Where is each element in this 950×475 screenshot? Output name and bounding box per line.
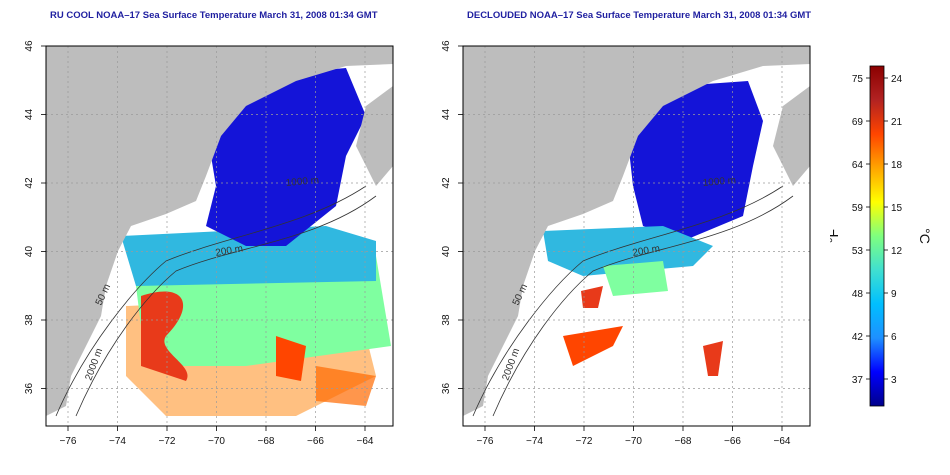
bathymetry-contour	[492, 195, 794, 417]
warm-eddy	[703, 341, 723, 376]
celsius-tick-label: 15	[891, 203, 903, 214]
y-tick-label: 46	[441, 40, 452, 52]
y-tick-label: 44	[441, 109, 452, 121]
warm-patch	[581, 286, 603, 308]
warm-filament	[563, 326, 623, 366]
cold-gulf-of-maine	[206, 68, 366, 246]
x-tick-label: −72	[576, 436, 593, 447]
shelf-band	[543, 226, 713, 276]
y-tick-label: 36	[24, 383, 35, 395]
cold-gulf-of-maine	[628, 81, 763, 241]
x-tick-label: −64	[774, 436, 791, 447]
contour-label: 1000 m	[702, 175, 736, 189]
warm-eddy-east	[316, 366, 376, 406]
x-tick-label: −74	[109, 436, 126, 447]
celsius-tick-label: 18	[891, 160, 903, 171]
sst-layer	[121, 68, 391, 416]
bathymetry-contour	[55, 185, 367, 417]
x-tick-label: −70	[625, 436, 642, 447]
fahrenheit-unit-label: °F	[830, 229, 841, 243]
x-tick-label: −74	[526, 436, 543, 447]
left-panel-title: RU COOL NOAA–17 Sea Surface Temperature …	[50, 10, 378, 21]
y-tick-label: 38	[24, 314, 35, 326]
y-tick-label: 42	[24, 177, 35, 189]
sst-layer	[543, 81, 763, 376]
plot-frame	[462, 45, 811, 427]
fahrenheit-tick-label: 75	[852, 74, 864, 85]
celsius-tick-label: 3	[891, 375, 897, 386]
x-tick-label: −66	[307, 436, 324, 447]
plot-frame	[45, 45, 394, 427]
land-mass	[463, 46, 810, 416]
celsius-unit-label: °C	[917, 228, 933, 244]
contour-label: 200 m	[632, 243, 661, 259]
warm-eddy	[276, 336, 306, 381]
x-tick-label: −66	[724, 436, 741, 447]
fahrenheit-tick-label: 42	[852, 332, 864, 343]
x-tick-label: −76	[477, 436, 494, 447]
bathymetry-contour	[75, 195, 377, 417]
fahrenheit-tick-label: 37	[852, 375, 864, 386]
fahrenheit-tick-label: 59	[852, 203, 864, 214]
shelf-band	[121, 226, 376, 286]
gulf-stream-warm	[141, 291, 188, 381]
y-tick-label: 40	[24, 246, 35, 258]
x-tick-label: −68	[258, 436, 275, 447]
right-panel-title: DECLOUDED NOAA–17 Sea Surface Temperatur…	[467, 10, 812, 21]
y-tick-label: 42	[441, 177, 452, 189]
y-tick-label: 44	[24, 109, 35, 121]
contour-label: 200 m	[215, 243, 244, 259]
colorbar-gradient	[869, 65, 885, 407]
celsius-tick-label: 6	[891, 332, 897, 343]
celsius-tick-label: 9	[891, 289, 897, 300]
x-tick-label: −64	[357, 436, 374, 447]
y-tick-label: 46	[24, 40, 35, 52]
y-tick-label: 38	[441, 314, 452, 326]
celsius-tick-label: 12	[891, 246, 903, 257]
fahrenheit-tick-label: 53	[852, 246, 864, 257]
bathymetry-contour	[472, 185, 784, 417]
x-tick-label: −76	[60, 436, 77, 447]
fahrenheit-tick-label: 69	[852, 117, 864, 128]
x-tick-label: −72	[159, 436, 176, 447]
celsius-tick-label: 24	[891, 74, 903, 85]
land-mass	[46, 46, 393, 416]
celsius-tick-label: 21	[891, 117, 903, 128]
temperature-colorbar: 75 69 64 59 53 48 42 37 24 21 18 15 12 9 6 3 °F °C	[830, 65, 933, 407]
y-tick-label: 40	[441, 246, 452, 258]
x-tick-label: −68	[675, 436, 692, 447]
green-zone	[603, 261, 668, 296]
y-tick-label: 36	[441, 383, 452, 395]
contour-label: 1000 m	[285, 175, 319, 189]
fahrenheit-tick-label: 48	[852, 289, 864, 300]
fahrenheit-tick-label: 64	[852, 160, 864, 171]
x-tick-label: −70	[208, 436, 225, 447]
